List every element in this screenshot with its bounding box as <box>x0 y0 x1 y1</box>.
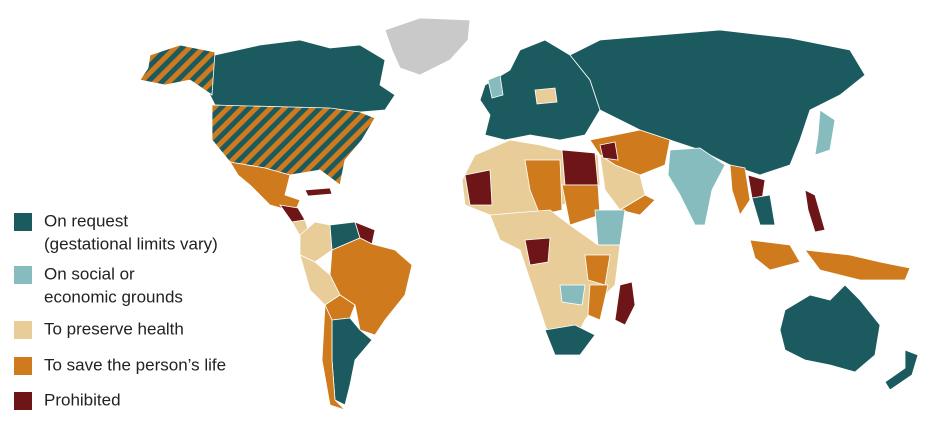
poland <box>534 87 558 105</box>
mauritania <box>464 169 493 206</box>
canada <box>204 39 396 113</box>
ethiopia <box>594 209 626 246</box>
central-america <box>279 204 306 223</box>
new-zealand <box>884 349 919 391</box>
indonesia <box>749 239 801 271</box>
zambia <box>559 284 586 306</box>
vietnam <box>751 194 776 226</box>
legend-swatch <box>14 357 32 375</box>
legend-label: To preserve health <box>44 319 184 338</box>
indonesia-east <box>804 249 911 281</box>
legend-swatch <box>14 266 32 284</box>
legend-swatch <box>14 213 32 231</box>
india <box>667 147 726 226</box>
legend-swatch <box>14 321 32 339</box>
south-africa <box>544 324 596 356</box>
mozambique <box>587 284 609 321</box>
iraq <box>599 141 619 161</box>
legend-swatch <box>14 392 32 410</box>
australia <box>779 284 881 373</box>
japan <box>814 109 836 156</box>
world-map <box>139 17 919 411</box>
legend-label: On social or <box>44 264 135 283</box>
caribbean <box>304 187 333 197</box>
united-kingdom <box>487 74 504 99</box>
mexico <box>229 161 301 213</box>
legend-label: (gestational limits vary) <box>44 234 218 253</box>
madagascar <box>614 281 636 326</box>
greenland <box>384 17 471 76</box>
legend-label: To save the person’s life <box>44 355 226 374</box>
central-africa <box>489 209 621 341</box>
legend-label: Prohibited <box>44 390 121 409</box>
sudan <box>561 184 601 226</box>
egypt <box>561 149 599 186</box>
myanmar <box>729 164 751 216</box>
chile <box>321 304 346 411</box>
legend: On request (gestational limits vary) On so… <box>14 211 226 410</box>
legend-label: On request <box>44 211 128 230</box>
philippines <box>804 189 826 233</box>
legend-label: economic grounds <box>44 287 183 306</box>
congo <box>524 237 551 266</box>
yemen-oman <box>618 194 656 216</box>
alaska <box>139 44 216 96</box>
